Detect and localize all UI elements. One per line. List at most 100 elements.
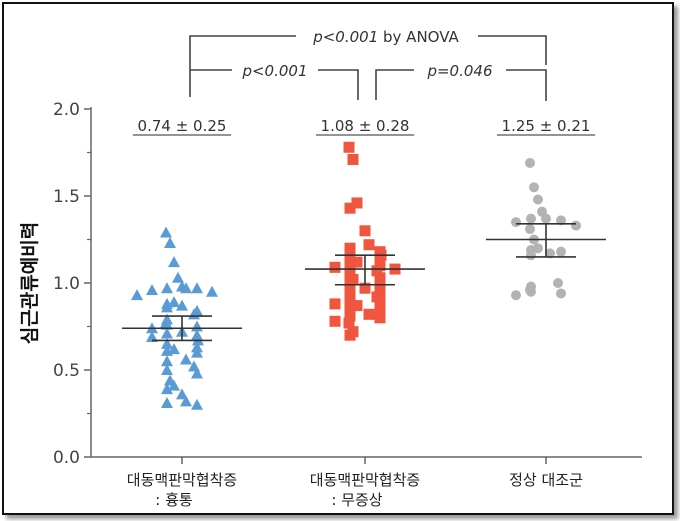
- triangle-point: [191, 282, 203, 294]
- square-point: [344, 310, 356, 322]
- square-point: [374, 296, 386, 308]
- triangle-point: [180, 353, 192, 365]
- square-point: [344, 202, 356, 214]
- bracket1-right: [318, 69, 359, 100]
- circle-point: [545, 248, 555, 259]
- y-axis-title: 심근관류예비력: [19, 222, 41, 344]
- circle-point: [571, 220, 581, 231]
- triangle-point: [161, 364, 173, 375]
- triangle-point: [168, 296, 180, 308]
- square-point: [343, 141, 355, 153]
- circle-point: [526, 250, 536, 261]
- square-point: [344, 242, 356, 254]
- triangle-point: [146, 283, 158, 295]
- square-point: [359, 225, 371, 237]
- square-point: [329, 298, 341, 310]
- triangle-point: [161, 344, 173, 356]
- summary-label: 0.74 ± 0.25: [138, 117, 227, 135]
- summary-label: 1.25 ± 0.21: [502, 117, 591, 135]
- summary-label: 1.08 ± 0.28: [321, 117, 410, 135]
- triangle-point: [131, 289, 143, 301]
- square-point: [343, 317, 355, 329]
- triangle-point: [161, 282, 173, 294]
- triangle-point: [161, 337, 173, 349]
- square-point: [344, 303, 356, 315]
- square-point: [351, 197, 363, 209]
- square-point: [329, 315, 341, 327]
- square-point: [351, 256, 363, 268]
- x-category-label: : 흉통: [155, 491, 192, 509]
- circle-point: [556, 215, 566, 226]
- triangle-point: [168, 256, 180, 268]
- bracket2-right: [506, 69, 547, 101]
- square-point: [329, 261, 341, 273]
- circle-point: [526, 213, 536, 224]
- square-point: [374, 272, 386, 284]
- circle-point: [525, 157, 535, 168]
- triangle-point: [206, 285, 218, 297]
- square-point: [344, 329, 356, 341]
- square-point: [344, 251, 356, 263]
- y-tick-label: 1.5: [53, 187, 80, 207]
- triangle-point: [146, 330, 158, 342]
- triangle-point: [172, 271, 184, 283]
- circle-point: [556, 246, 566, 257]
- square-point: [374, 253, 386, 265]
- circle-point: [526, 286, 536, 297]
- triangle-point: [191, 367, 203, 379]
- triangle-point: [180, 395, 192, 407]
- triangle-point: [161, 301, 173, 313]
- square-point: [371, 265, 383, 277]
- x-category-label: 대동맥판막협착증: [310, 471, 420, 489]
- square-point: [374, 312, 386, 324]
- circle-point: [533, 194, 543, 205]
- anova-bracket-left: [189, 35, 296, 97]
- chart-frame: [2, 2, 674, 515]
- p-value-label: p<0.001: [241, 62, 307, 80]
- square-point: [344, 277, 356, 289]
- triangle-point: [160, 226, 172, 238]
- bracket2-left: [375, 69, 414, 100]
- x-category-label: 대동맥판막협착증: [127, 471, 237, 489]
- square-point: [363, 239, 375, 251]
- square-point: [344, 258, 356, 270]
- triangle-point: [176, 299, 188, 311]
- circle-point: [556, 288, 566, 299]
- triangle-point: [161, 327, 173, 339]
- square-point: [351, 300, 363, 312]
- triangle-point: [168, 379, 180, 391]
- p-value-label: p<0.001 by ANOVA: [312, 28, 459, 46]
- square-point: [347, 153, 359, 165]
- y-tick-label: 0.5: [53, 361, 80, 381]
- circle-point: [525, 224, 535, 235]
- triangle-point: [191, 398, 203, 410]
- triangle-point: [191, 329, 203, 341]
- y-tick-label: 1.0: [53, 274, 80, 294]
- circle-point: [511, 217, 521, 228]
- y-tick-label: 0.0: [53, 448, 80, 468]
- circle-point: [541, 213, 551, 224]
- circle-point: [529, 182, 539, 193]
- triangle-point: [161, 355, 173, 367]
- x-category-label: 정상 대조군: [509, 471, 583, 489]
- triangle-point: [161, 397, 173, 409]
- triangle-point: [161, 383, 173, 395]
- p-value-label: p=0.046: [426, 62, 492, 80]
- circle-point: [553, 278, 563, 288]
- triangle-point: [168, 343, 180, 355]
- triangle-point: [191, 346, 203, 358]
- square-point: [363, 308, 375, 320]
- square-point: [344, 294, 356, 306]
- square-point: [359, 282, 371, 294]
- y-tick-label: 2.0: [53, 100, 80, 120]
- square-point: [374, 280, 386, 292]
- x-category-label: : 무증상: [331, 491, 382, 509]
- triangle-point: [161, 318, 173, 330]
- triangle-point: [176, 388, 188, 400]
- anova-bracket-right: [478, 35, 547, 65]
- triangle-point: [164, 236, 176, 248]
- triangle-point: [180, 282, 192, 294]
- square-point: [344, 286, 356, 298]
- circle-point: [511, 290, 521, 301]
